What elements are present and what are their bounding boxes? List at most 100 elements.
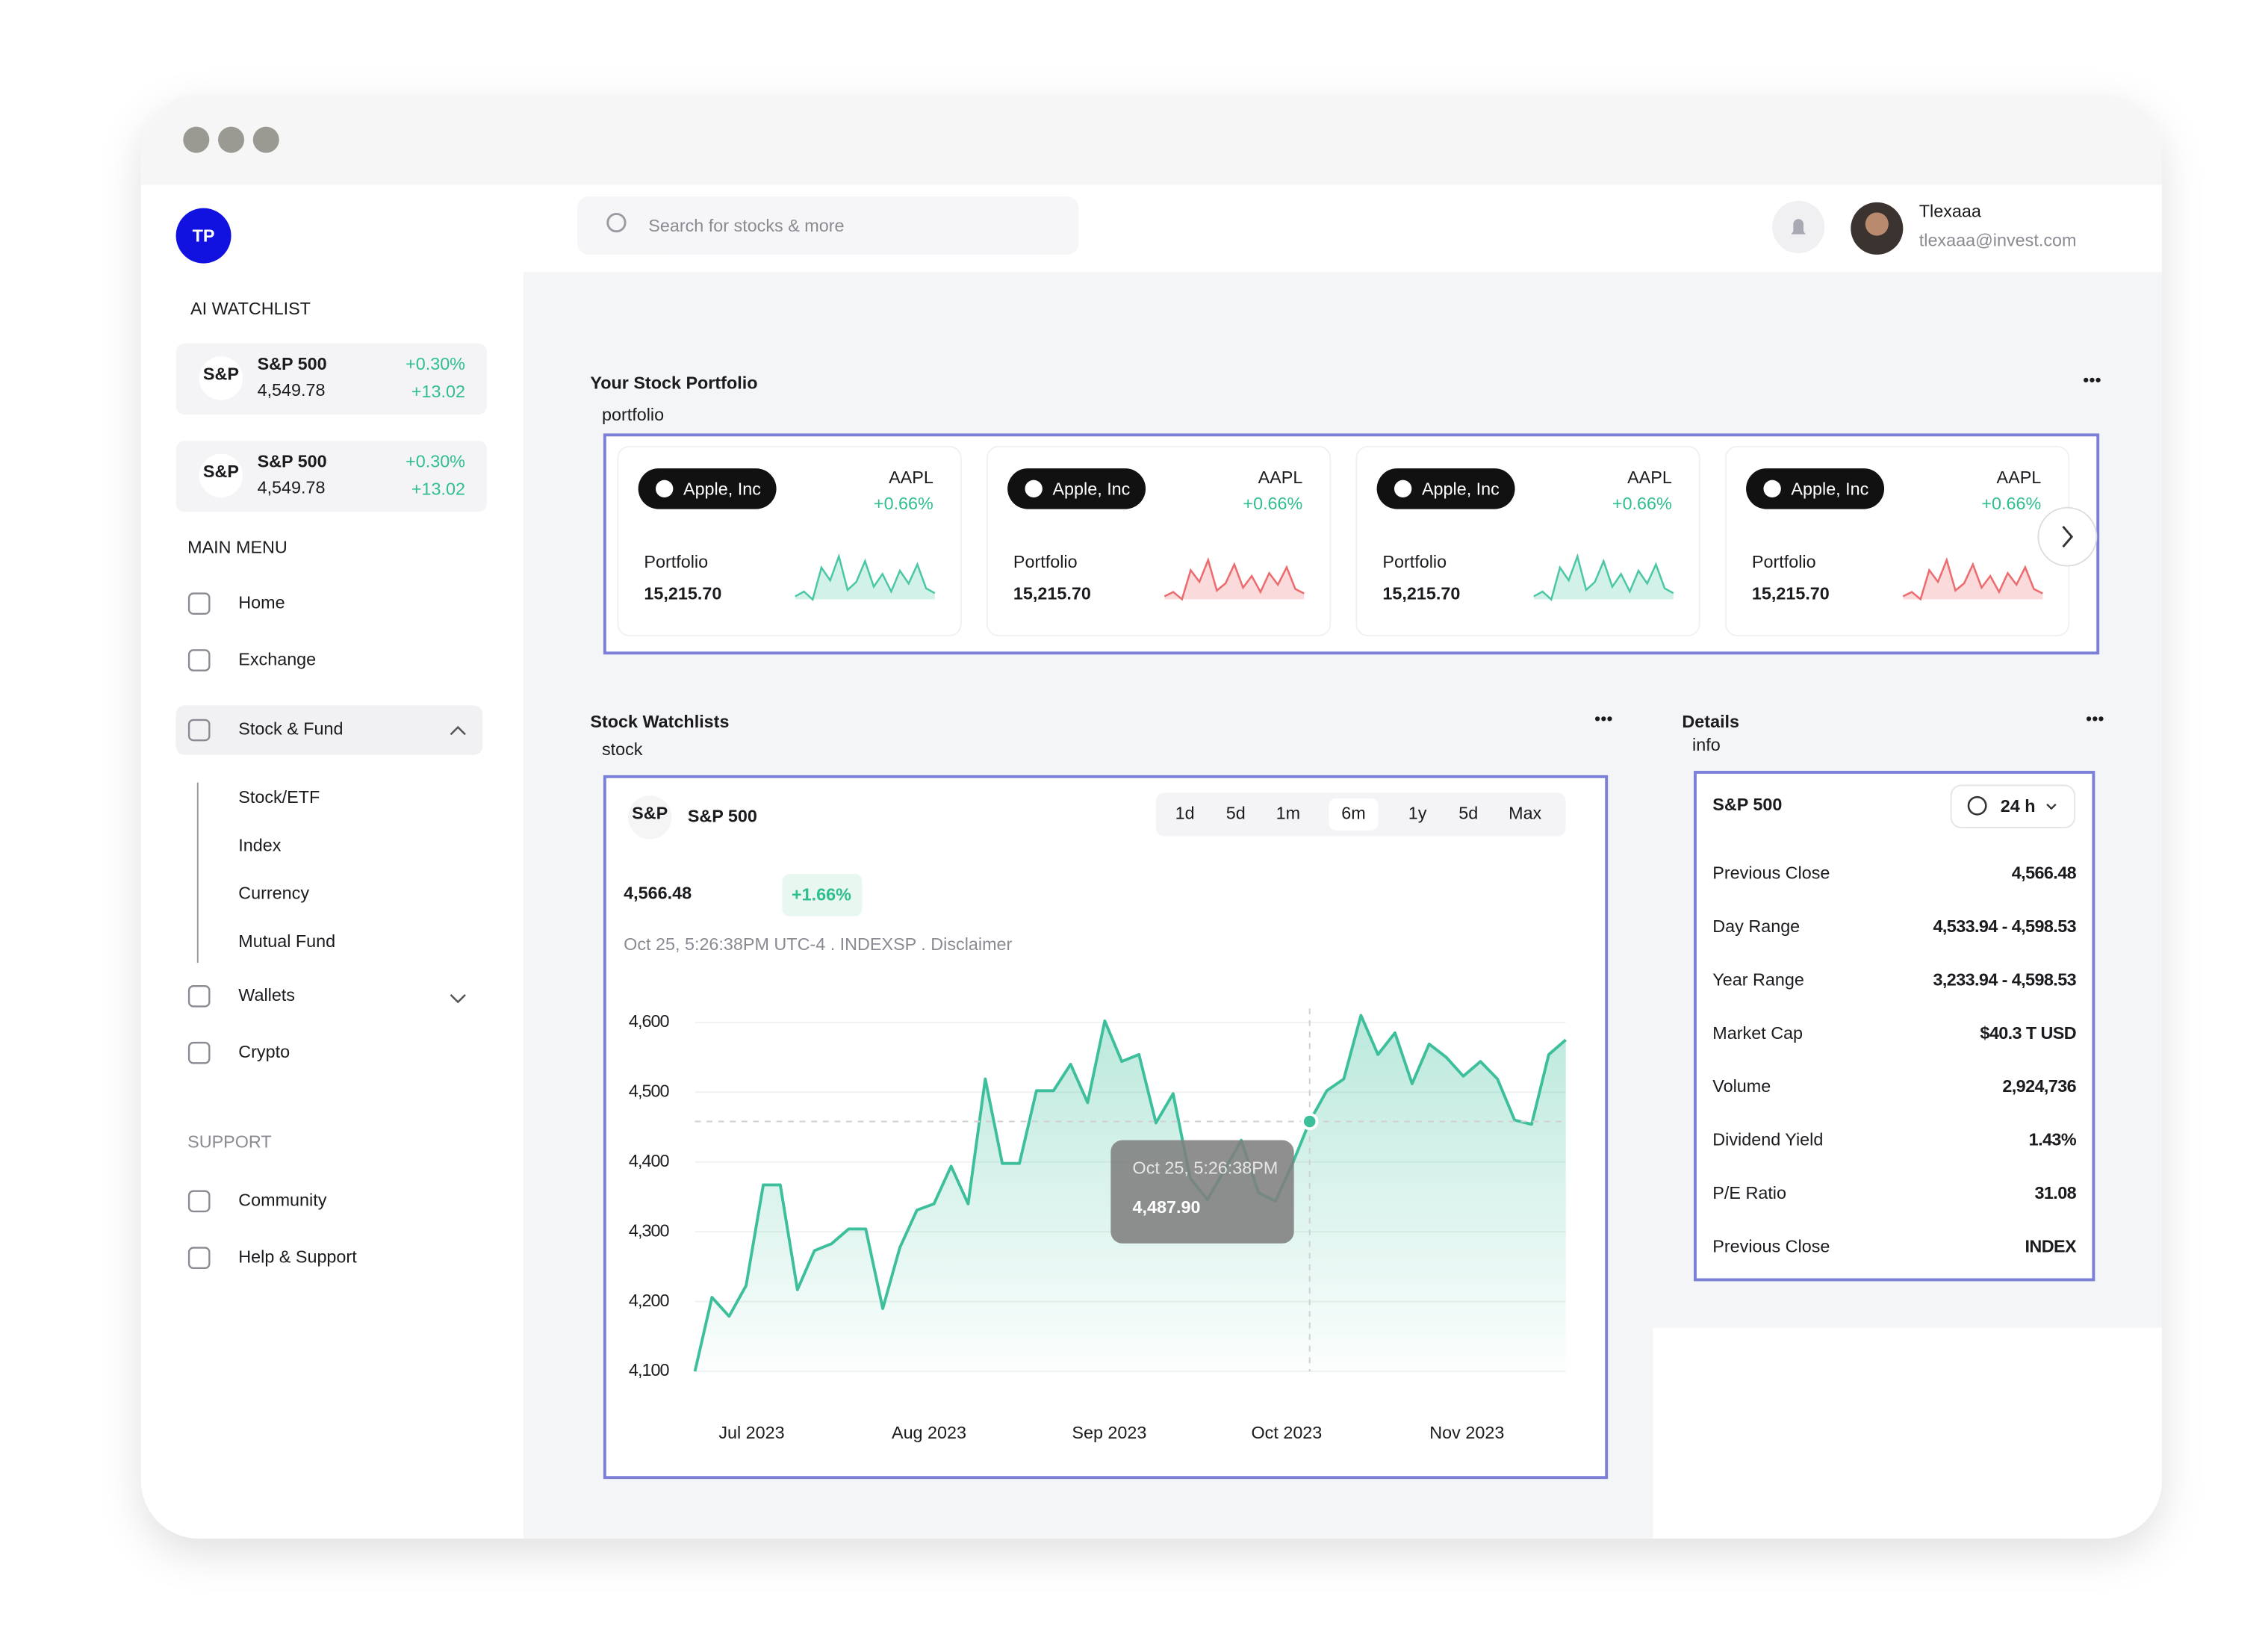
window-dot[interactable]: [252, 126, 279, 153]
range-tab[interactable]: 1y: [1408, 804, 1427, 823]
highlight-point[interactable]: [1301, 1112, 1319, 1131]
y-tick-label: 4,600: [629, 1011, 670, 1031]
user-email: tlexaaa@invest.com: [1919, 231, 2077, 250]
more-button[interactable]: •••: [1594, 709, 1613, 728]
menu-item[interactable]: Help & Support: [238, 1247, 357, 1266]
card-value: 15,215.70: [1382, 584, 1460, 603]
detail-label: Day Range: [1712, 916, 1800, 936]
sparkline-area: [1903, 559, 2043, 600]
card-label: Portfolio: [1013, 552, 1078, 571]
menu-icon: [187, 649, 211, 671]
more-button[interactable]: •••: [2083, 370, 2101, 389]
next-icon: [2062, 526, 2074, 548]
card-label: Portfolio: [644, 552, 708, 571]
price: 4,566.48: [624, 884, 692, 903]
range-tab[interactable]: 1m: [1276, 804, 1300, 823]
menu-icon: [187, 1041, 211, 1064]
sparkline: [1163, 556, 1305, 601]
range-tab[interactable]: 5d: [1458, 804, 1478, 823]
menu-item[interactable]: Exchange: [238, 649, 316, 668]
details-symbol: S&P 500: [1712, 795, 1782, 814]
sparkline: [1533, 553, 1674, 602]
window-dot[interactable]: [218, 126, 245, 153]
watch-name: S&P 500: [258, 451, 327, 471]
ticker: AAPL: [1627, 468, 1672, 487]
detail-value: 3,233.94 - 4,598.53: [1933, 969, 2076, 989]
symbol-badge: [628, 795, 672, 840]
submenu-item[interactable]: Stock/ETF: [238, 787, 320, 807]
clock-icon: [1967, 795, 1987, 816]
watch-badge: [199, 356, 243, 400]
section-title: Details: [1682, 712, 1739, 731]
detail-value: INDEX: [2025, 1237, 2077, 1256]
submenu-item[interactable]: Index: [238, 835, 281, 854]
watch-change: +0.30%: [406, 354, 465, 373]
range-tab[interactable]: 1d: [1175, 804, 1195, 823]
company-pill: [1746, 468, 1885, 509]
menu-icon: [187, 592, 211, 615]
more-button[interactable]: •••: [2086, 709, 2104, 728]
watch-name: S&P 500: [258, 354, 327, 373]
watch-badge: [199, 453, 243, 498]
card-value: 15,215.70: [644, 584, 721, 603]
line: [693, 1014, 1567, 1372]
symbol: S&P 500: [688, 807, 757, 826]
bell-icon: [1791, 219, 1806, 235]
company-name: Apple, Inc: [1422, 479, 1500, 498]
next-button[interactable]: [2037, 506, 2098, 567]
menu-item[interactable]: Wallets: [238, 985, 295, 1005]
change-pill: [782, 874, 863, 916]
range-tab[interactable]: 6m: [1341, 804, 1365, 823]
range-tab[interactable]: Max: [1509, 804, 1541, 823]
section-tag: portfolio: [602, 405, 664, 424]
menu-item[interactable]: Community: [238, 1190, 326, 1209]
user-name: Tlexaaa: [1919, 202, 1981, 221]
submenu-item[interactable]: Mutual Fund: [238, 931, 335, 951]
detail-label: P/E Ratio: [1712, 1183, 1786, 1203]
logo-text: TP: [193, 226, 215, 246]
y-tick-label: 4,500: [629, 1081, 670, 1100]
menu-item[interactable]: Home: [238, 592, 285, 612]
watch-price: 4,549.78: [258, 478, 326, 497]
watch-card[interactable]: [175, 441, 488, 512]
ticker-change: +0.66%: [874, 494, 933, 513]
window-dot[interactable]: [183, 126, 210, 153]
menu-icon: [187, 1247, 211, 1270]
watch-price: 4,549.78: [258, 380, 326, 400]
submenu-item[interactable]: Currency: [238, 884, 309, 903]
symbol-badge-text: S&P: [632, 804, 668, 823]
sparkline: [795, 553, 936, 602]
menu-icon: [187, 985, 211, 1008]
company-name: Apple, Inc: [1052, 479, 1130, 498]
company-pill: [638, 468, 777, 509]
watch-card[interactable]: [175, 343, 488, 415]
detail-value: 4,566.48: [2012, 863, 2077, 882]
menu-item[interactable]: Stock & Fund: [238, 719, 343, 739]
menu-active[interactable]: [175, 705, 483, 755]
range-tab[interactable]: 5d: [1226, 804, 1246, 823]
search-box[interactable]: [577, 196, 1079, 255]
x-tick-label: Oct 2023: [1252, 1423, 1323, 1442]
detail-label: Year Range: [1712, 969, 1804, 989]
menu-item[interactable]: Crypto: [238, 1042, 290, 1061]
period-pill[interactable]: [1950, 784, 2076, 828]
chevron: [2046, 803, 2057, 810]
blank-area: [1653, 1327, 2162, 1539]
logo: [175, 208, 232, 264]
ticker-change: +0.66%: [1612, 494, 1672, 513]
tooltip-date: Oct 25, 5:26:38PM: [1133, 1158, 1279, 1178]
section-title: MAIN MENU: [187, 537, 288, 556]
content: Search for stocks & more Tlexaaa tlexaaa@i…: [175, 196, 2104, 1480]
company-name: Apple, Inc: [1791, 479, 1868, 498]
section-title: SUPPORT: [187, 1132, 272, 1152]
company-logo: [1394, 480, 1412, 498]
ticker: AAPL: [889, 468, 933, 487]
watch-change: +0.30%: [406, 451, 465, 471]
y-tick-label: 4,300: [629, 1220, 670, 1240]
tooltip-value: 4,487.90: [1133, 1197, 1201, 1217]
details-frame: [1694, 771, 2095, 1282]
ticker: AAPL: [1997, 468, 2042, 487]
detail-value: $40.3 T USD: [1980, 1023, 2076, 1043]
y-tick-label: 4,200: [629, 1291, 670, 1310]
